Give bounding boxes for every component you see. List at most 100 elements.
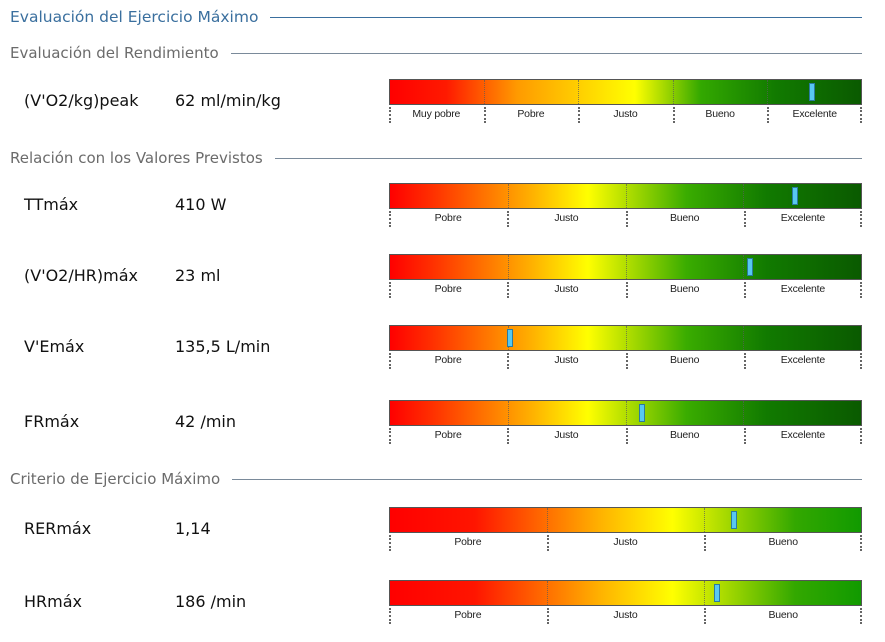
scale-tick: [672, 107, 675, 123]
category-label: Pobre: [434, 429, 462, 441]
category-label: Justo: [554, 429, 579, 441]
rating-bar: [389, 183, 862, 209]
scale-tick: [389, 211, 391, 227]
eval-row: RERmáx 1,14 Pobre Justo Bueno: [0, 507, 885, 557]
category-label: Justo: [554, 283, 579, 295]
scale-tick: [389, 608, 391, 624]
scale-tick: [860, 608, 862, 624]
parameter-value: 135,5 L/min: [175, 337, 271, 356]
rating-marker: [638, 404, 645, 422]
bar-separator: [546, 508, 548, 532]
scale-tick: [860, 428, 862, 444]
eval-row: (V'O2/HR)máx 23 ml Pobre Justo Bueno Excelent…: [0, 254, 885, 304]
scale-tick: [860, 353, 862, 369]
category-label: Excelente: [780, 283, 826, 295]
scale-tick: [767, 107, 770, 123]
scale-tick: [507, 428, 510, 444]
rating-scale: Pobre Justo Bueno: [389, 608, 862, 624]
bar-separator: [743, 255, 745, 279]
category-label: Justo: [554, 354, 579, 366]
scale-tick: [507, 211, 510, 227]
scale-tick: [389, 282, 391, 298]
category-label: Bueno: [705, 108, 735, 120]
eval-row: V'Emáx 135,5 L/min Pobre Justo Bueno Excelent…: [0, 325, 885, 375]
rating-bar: [389, 507, 862, 533]
category-label: Pobre: [434, 283, 462, 295]
page-title-label: Evaluación del Ejercicio Máximo: [10, 8, 259, 26]
section-title-criterio: Criterio de Ejercicio Máximo: [10, 470, 221, 488]
category-label: Muy pobre: [412, 108, 461, 120]
section-title-previstos: Relación con los Valores Previstos: [10, 149, 263, 167]
parameter-label: RERmáx: [24, 519, 92, 538]
rating-marker: [730, 511, 737, 529]
parameter-label: (V'O2/kg)peak: [24, 91, 139, 110]
category-label: Pobre: [517, 108, 545, 120]
parameter-label: HRmáx: [24, 592, 83, 611]
scale-tick: [546, 535, 549, 551]
rating-scale: Pobre Justo Bueno: [389, 535, 862, 551]
bar-separator: [743, 184, 745, 208]
rating-scale: Pobre Justo Bueno Excelente: [389, 211, 862, 227]
bar-separator: [484, 80, 486, 104]
scale-tick: [860, 211, 862, 227]
scale-tick: [704, 608, 707, 624]
scale-tick: [625, 211, 628, 227]
eval-row: TTmáx 410 W Pobre Justo Bueno Excelente: [0, 183, 885, 233]
rating-scale: Pobre Justo Bueno Excelente: [389, 428, 862, 444]
bar-separator: [546, 581, 548, 605]
divider: [232, 478, 862, 480]
bar-separator: [578, 80, 580, 104]
scale-tick: [625, 282, 628, 298]
parameter-value: 410 W: [175, 195, 227, 214]
section-header-previstos: Relación con los Valores Previstos: [10, 149, 862, 167]
bar-separator: [625, 184, 627, 208]
rating-scale: Pobre Justo Bueno Excelente: [389, 282, 862, 298]
category-label: Bueno: [669, 283, 700, 295]
rating-bar: [389, 79, 862, 105]
category-label: Bueno: [669, 212, 700, 224]
scale-tick: [483, 107, 486, 123]
category-label: Justo: [613, 108, 638, 120]
scale-tick: [625, 428, 628, 444]
bar-separator: [703, 581, 705, 605]
scale-tick: [389, 535, 391, 551]
category-label: Justo: [554, 212, 579, 224]
scale-tick: [743, 353, 746, 369]
scale-tick: [389, 107, 391, 123]
bar-separator: [507, 255, 509, 279]
bar-separator: [625, 401, 627, 425]
eval-row: FRmáx 42 /min Pobre Justo Bueno Excelente: [0, 400, 885, 450]
scale-tick: [625, 353, 628, 369]
rating-bar: [389, 400, 862, 426]
rating-marker: [792, 187, 799, 205]
category-label: Pobre: [454, 536, 482, 548]
scale-tick: [860, 107, 862, 123]
parameter-label: FRmáx: [24, 412, 80, 431]
rating-marker: [808, 83, 815, 101]
scale-tick: [546, 608, 549, 624]
category-label: Bueno: [669, 354, 700, 366]
rating-marker: [714, 584, 721, 602]
category-label: Excelente: [792, 108, 838, 120]
scale-tick: [743, 282, 746, 298]
bar-separator: [766, 80, 768, 104]
bar-separator: [507, 184, 509, 208]
divider: [274, 157, 862, 159]
eval-row: HRmáx 186 /min Pobre Justo Bueno: [0, 580, 885, 630]
parameter-label: TTmáx: [24, 195, 79, 214]
bar-separator: [743, 401, 745, 425]
category-label: Excelente: [780, 212, 826, 224]
rating-bar: [389, 580, 862, 606]
bar-separator: [507, 401, 509, 425]
scale-tick: [389, 353, 391, 369]
scale-tick: [860, 535, 862, 551]
rating-marker: [747, 258, 754, 276]
category-label: Justo: [613, 609, 638, 621]
rating-bar: [389, 325, 862, 351]
bar-separator: [743, 326, 745, 350]
bar-separator: [703, 508, 705, 532]
scale-tick: [389, 428, 391, 444]
category-label: Bueno: [768, 536, 798, 548]
rating-scale: Muy pobre Pobre Justo Bueno Excelente: [389, 107, 862, 123]
rating-bar: [389, 254, 862, 280]
